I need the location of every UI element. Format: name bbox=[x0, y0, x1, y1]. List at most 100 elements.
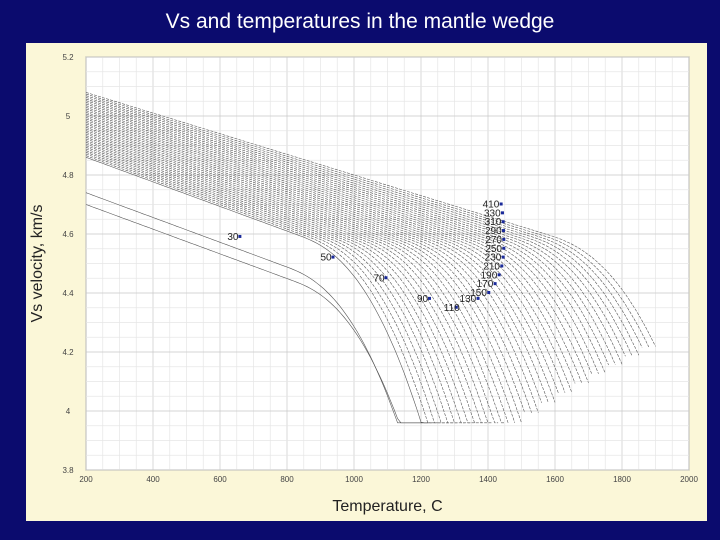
curve-labels: 30 50 70 90 11013015017019021023025027029031… bbox=[227, 200, 502, 314]
series-line-depth-160 bbox=[85, 138, 499, 424]
series-line-depth-80 bbox=[85, 152, 455, 424]
chart-grid bbox=[85, 56, 690, 471]
series-line-depth-310 bbox=[85, 113, 583, 384]
series-line-depth-410 bbox=[85, 97, 640, 356]
curve-label-markers bbox=[238, 202, 506, 309]
y-tick-label: 4 bbox=[66, 407, 71, 416]
curve-label-310: 310 bbox=[485, 217, 502, 228]
x-tick-label: 1400 bbox=[479, 475, 497, 484]
curve-marker bbox=[500, 264, 504, 268]
x-axis-label: Temperature, C bbox=[332, 498, 442, 515]
curve-marker bbox=[476, 296, 480, 300]
vs-temperature-chart: 30 50 70 90 11013015017019021023025027029031… bbox=[29, 53, 698, 515]
series-line-depth-230 bbox=[85, 127, 539, 413]
curve-marker bbox=[427, 296, 431, 300]
curve-marker bbox=[502, 237, 506, 241]
x-tick-label: 1800 bbox=[613, 475, 631, 484]
series-line-depth-390 bbox=[85, 100, 626, 357]
curve-label-210: 210 bbox=[483, 261, 500, 272]
y-tick-label: 4.4 bbox=[62, 289, 74, 298]
curve-marker bbox=[454, 305, 458, 309]
curve-label-170: 170 bbox=[477, 279, 494, 290]
series-line-depth-220 bbox=[85, 128, 532, 413]
curve-marker bbox=[501, 229, 505, 233]
series-line-depth-380 bbox=[85, 102, 623, 365]
curve-marker bbox=[331, 255, 335, 259]
x-tick-label: 1200 bbox=[412, 475, 430, 484]
series-line-depth-210 bbox=[85, 130, 526, 413]
series-line-depth-190 bbox=[85, 133, 516, 423]
series-line-depth-150 bbox=[85, 140, 492, 424]
curve-label-110: 110 bbox=[444, 303, 460, 314]
x-tick-label: 600 bbox=[213, 475, 227, 484]
curve-marker bbox=[501, 255, 505, 259]
y-tick-label: 4.2 bbox=[62, 348, 74, 357]
series-line-depth-420 bbox=[85, 95, 643, 348]
axis-ticks: 200 400 600 800 1000 1200 1400 1600 1800 2000 3.8 4… bbox=[62, 53, 698, 484]
series-line-depth-180 bbox=[85, 135, 509, 423]
y-tick-label: 3.8 bbox=[62, 466, 74, 475]
series-line-depth-370 bbox=[85, 103, 616, 365]
y-axis-label: Vs velocity, km/s bbox=[29, 205, 46, 323]
series-line-depth-400 bbox=[85, 98, 633, 356]
curve-label-90: 90 bbox=[417, 294, 429, 305]
series-line-depth-350 bbox=[85, 107, 606, 374]
chart-curves bbox=[85, 92, 656, 424]
y-tick-label: 4.6 bbox=[62, 230, 74, 239]
x-tick-label: 2000 bbox=[680, 475, 698, 484]
x-tick-label: 400 bbox=[146, 475, 160, 484]
series-line-depth-260 bbox=[85, 122, 556, 403]
curve-marker bbox=[499, 202, 503, 206]
curve-marker bbox=[238, 234, 242, 238]
x-tick-label: 1000 bbox=[345, 475, 363, 484]
curve-marker bbox=[501, 220, 505, 224]
y-tick-label: 4.8 bbox=[62, 171, 74, 180]
series-line-depth-360 bbox=[85, 105, 609, 366]
curve-marker bbox=[497, 273, 501, 277]
series-line-depth-140 bbox=[85, 142, 488, 424]
series-line-depth-130 bbox=[85, 143, 482, 424]
y-tick-label: 5 bbox=[66, 112, 71, 121]
series-line-depth-50 bbox=[85, 157, 438, 424]
y-tick-label: 5.2 bbox=[62, 53, 74, 62]
x-tick-label: 800 bbox=[280, 475, 294, 484]
curve-label-130: 130 bbox=[460, 294, 477, 305]
curve-marker bbox=[384, 276, 388, 280]
series-line-depth-440 bbox=[85, 92, 656, 347]
series-line-depth-270 bbox=[85, 120, 559, 394]
curve-label-290: 290 bbox=[485, 226, 502, 237]
curve-label-190: 190 bbox=[481, 270, 498, 281]
curve-label-270: 270 bbox=[485, 235, 502, 246]
chart-frame: 30 50 70 90 110 130 150 170 190 210 230 250 270 290 31… bbox=[26, 43, 707, 521]
curve-marker bbox=[500, 211, 504, 215]
series-line-depth-90 bbox=[85, 150, 458, 424]
series-line-depth-330 bbox=[85, 110, 593, 375]
curve-marker bbox=[487, 291, 491, 294]
curve-label-50: 50 bbox=[321, 253, 333, 264]
series-line-depth-280 bbox=[85, 118, 566, 393]
x-tick-label: 200 bbox=[79, 475, 93, 484]
series-line-depth-30 bbox=[85, 192, 428, 424]
series-line-depth-240 bbox=[85, 125, 542, 403]
series-line-depth-290 bbox=[85, 117, 573, 393]
series-line-depth-300 bbox=[85, 115, 576, 384]
series-line-depth-250 bbox=[85, 123, 549, 403]
curve-label-150: 150 bbox=[470, 288, 487, 299]
curve-label-410: 410 bbox=[483, 200, 500, 211]
series-line-depth-170 bbox=[85, 137, 505, 424]
x-tick-label: 1600 bbox=[546, 475, 564, 484]
curve-label-330: 330 bbox=[484, 208, 501, 219]
series-line-depth-60 bbox=[85, 155, 442, 424]
curve-label-230: 230 bbox=[485, 253, 502, 264]
curve-label-70: 70 bbox=[373, 273, 385, 284]
series-line-depth-340 bbox=[85, 108, 599, 374]
series-line-depth-120 bbox=[85, 145, 475, 424]
series-line-depth-40 bbox=[85, 204, 431, 424]
slide-title: Vs and temperatures in the mantle wedge bbox=[165, 10, 555, 33]
series-line-depth-200 bbox=[85, 132, 522, 423]
curve-label-30: 30 bbox=[227, 232, 239, 243]
series-line-depth-70 bbox=[85, 153, 448, 424]
series-line-depth-430 bbox=[85, 93, 650, 348]
curve-label-250: 250 bbox=[485, 244, 502, 255]
curve-marker bbox=[502, 246, 506, 250]
